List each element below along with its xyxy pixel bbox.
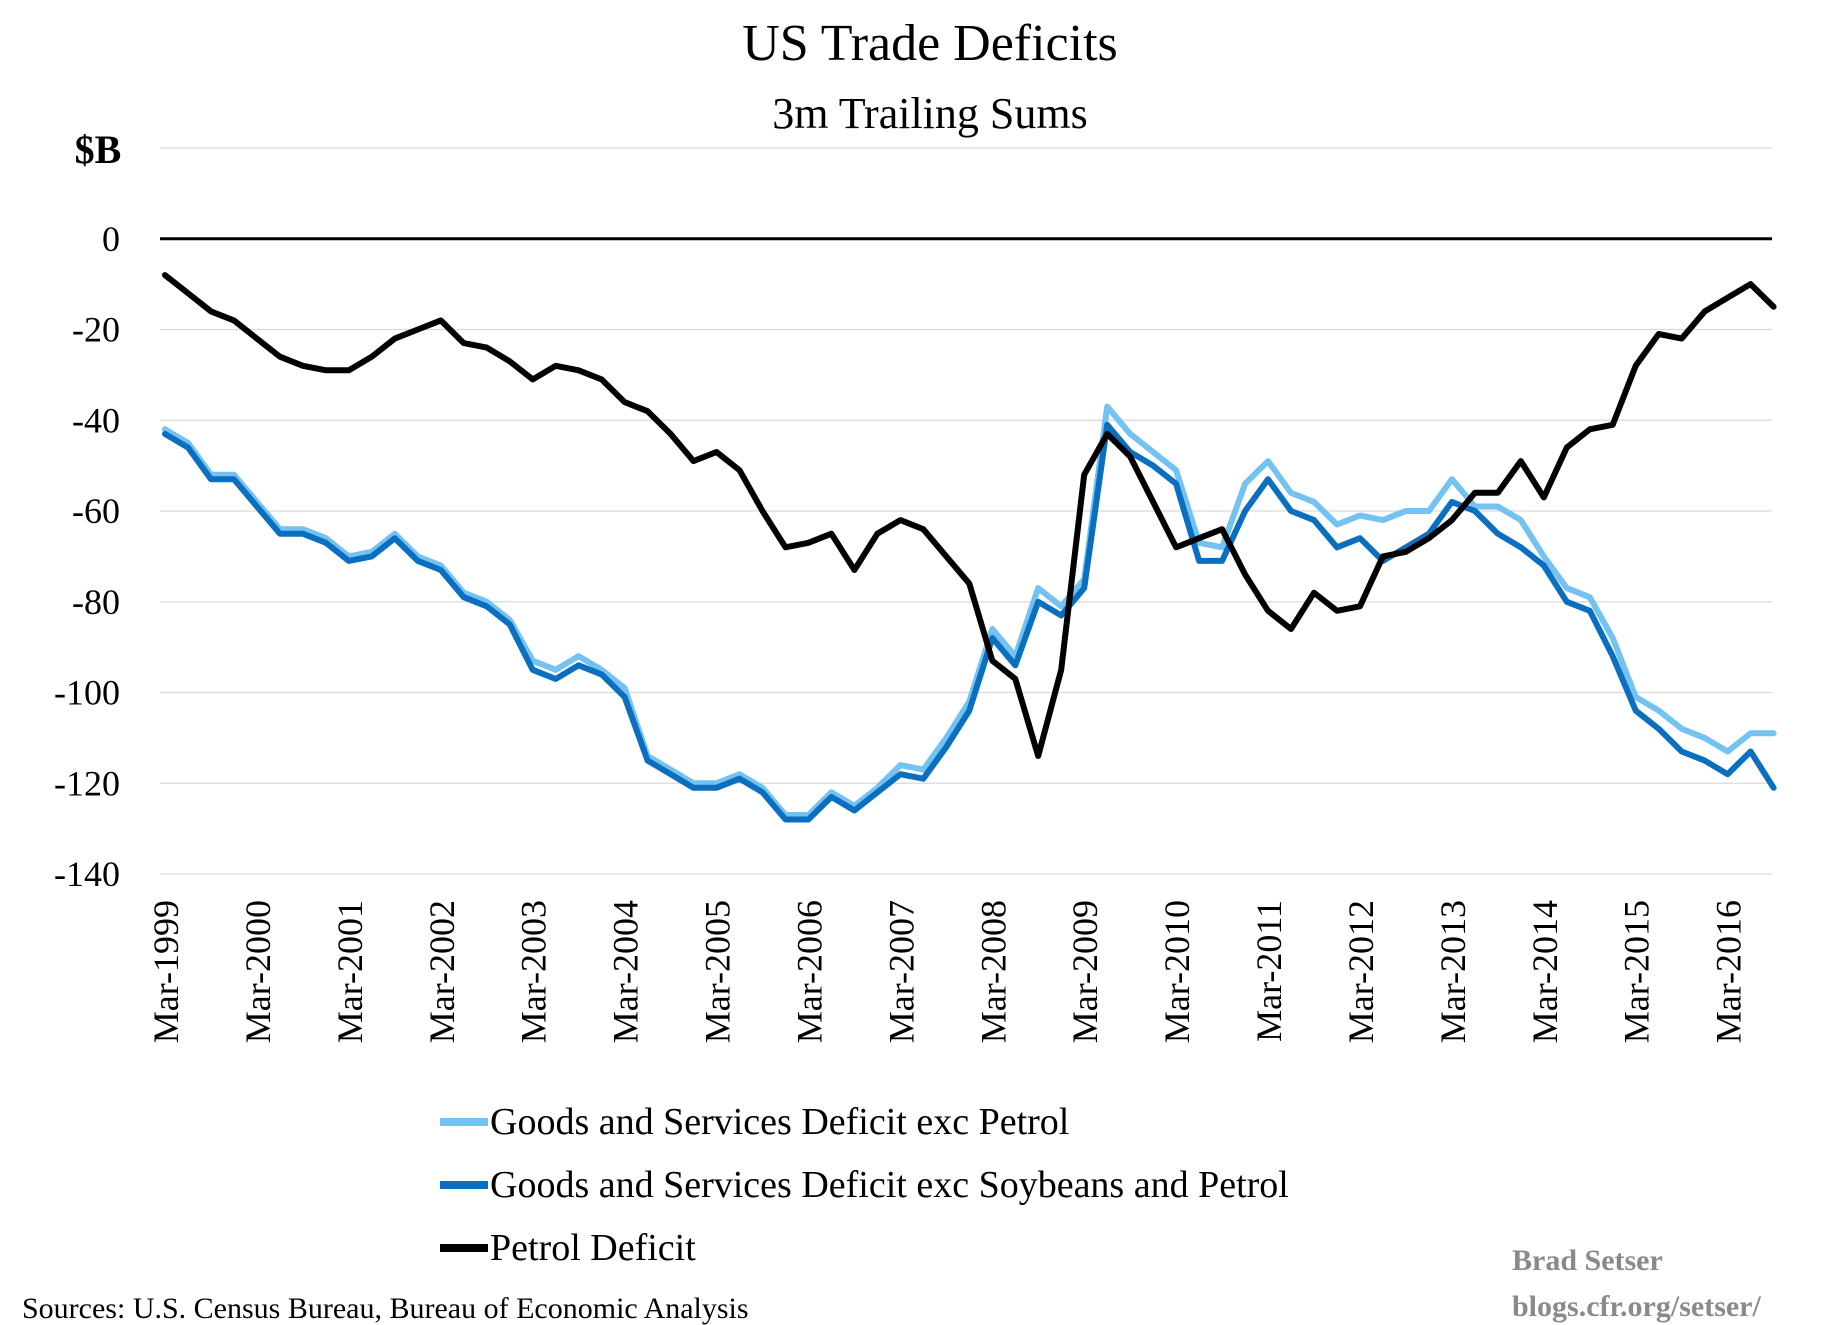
chart-title: US Trade Deficits xyxy=(742,15,1118,72)
x-tick-label: Mar-2008 xyxy=(973,900,1013,1043)
x-tick-label: Mar-2014 xyxy=(1525,900,1565,1043)
legend: Goods and Services Deficit exc Petrol Go… xyxy=(440,1101,1289,1269)
blog-url: blogs.cfr.org/setser/ xyxy=(1512,1290,1761,1323)
y-axis-ticks: 0 -20 -40 -60 -80 -100 -120 -140 xyxy=(54,219,120,894)
series-line-petrol xyxy=(162,272,1777,759)
x-tick-label: Mar-2006 xyxy=(789,900,829,1043)
y-tick-label: -40 xyxy=(72,400,120,440)
sources-note: Sources: U.S. Census Bureau, Bureau of E… xyxy=(22,1292,749,1325)
x-tick-label: Mar-2007 xyxy=(881,900,921,1043)
x-tick-label: Mar-2013 xyxy=(1433,900,1473,1043)
x-tick-label: Mar-2005 xyxy=(698,900,738,1043)
legend-label-light-blue: Goods and Services Deficit exc Petrol xyxy=(490,1101,1069,1143)
y-axis-label: $B xyxy=(75,127,122,172)
legend-item-light-blue: Goods and Services Deficit exc Petrol xyxy=(440,1101,1069,1143)
x-tick-label: Mar-2010 xyxy=(1157,900,1197,1043)
y-tick-label: -100 xyxy=(54,673,120,713)
x-tick-label: Mar-2003 xyxy=(514,900,554,1043)
legend-item-dark-blue: Goods and Services Deficit exc Soybeans … xyxy=(440,1164,1289,1206)
legend-label-dark-blue: Goods and Services Deficit exc Soybeans … xyxy=(490,1164,1289,1206)
x-tick-label: Mar-2016 xyxy=(1709,900,1749,1043)
x-tick-label: Mar-1999 xyxy=(146,900,186,1043)
y-tick-label: -20 xyxy=(72,310,120,350)
x-tick-label: Mar-2001 xyxy=(330,900,370,1043)
series-line-light-blue xyxy=(162,403,1777,818)
x-tick-label: Mar-2002 xyxy=(422,900,462,1043)
legend-item-petrol: Petrol Deficit xyxy=(440,1227,696,1269)
x-tick-label: Mar-2004 xyxy=(606,900,646,1043)
y-tick-label: 0 xyxy=(102,219,120,259)
x-tick-label: Mar-2000 xyxy=(238,900,278,1043)
gridlines xyxy=(160,147,1772,875)
x-tick-label: Mar-2015 xyxy=(1617,900,1657,1043)
x-tick-label: Mar-2012 xyxy=(1341,900,1381,1043)
y-tick-label: -120 xyxy=(54,763,120,803)
legend-label-petrol: Petrol Deficit xyxy=(490,1227,696,1269)
chart-subtitle: 3m Trailing Sums xyxy=(772,89,1087,138)
x-tick-label: Mar-2011 xyxy=(1249,900,1289,1042)
series-lines xyxy=(162,272,1777,823)
x-axis-ticks: Mar-1999 Mar-2000 Mar-2001 Mar-2002 Mar-2003… xyxy=(146,900,1749,1043)
series-line-dark-blue xyxy=(162,421,1777,823)
author-credit: Brad Setser xyxy=(1512,1244,1663,1277)
x-tick-label: Mar-2009 xyxy=(1065,900,1105,1043)
y-tick-label: -140 xyxy=(54,854,120,894)
y-tick-label: -80 xyxy=(72,582,120,622)
y-tick-label: -60 xyxy=(72,491,120,531)
